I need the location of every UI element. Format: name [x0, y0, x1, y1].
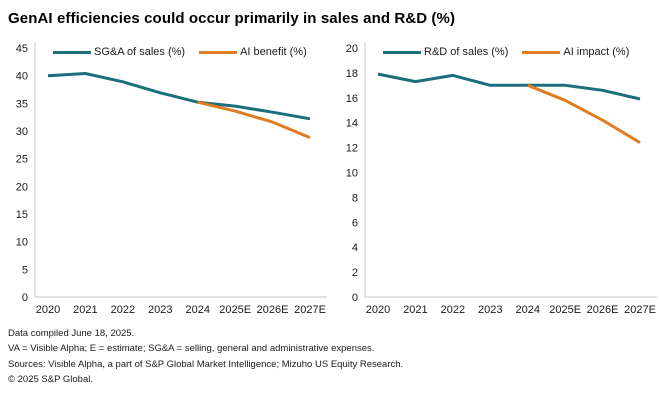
y-tick-label: 30 — [16, 126, 28, 138]
x-tick-label: 2025E — [549, 304, 581, 316]
y-tick-label: 6 — [352, 217, 358, 229]
x-tick-label: 2027E — [624, 304, 656, 316]
legend-item: AI benefit (%) — [199, 46, 307, 58]
y-tick-label: 16 — [346, 93, 358, 105]
y-tick-label: 10 — [346, 168, 358, 180]
x-tick-label: 2022 — [441, 304, 465, 316]
y-tick-label: 10 — [16, 237, 28, 249]
legend-swatch — [383, 50, 421, 54]
y-tick-label: 12 — [346, 143, 358, 155]
y-tick-label: 40 — [16, 71, 28, 83]
legend-swatch — [522, 50, 561, 54]
x-tick-label: 2020 — [36, 304, 60, 316]
sga-chart-plot: 0 5 10 15 20 25 30 35 40 45 2020 2021 2022 2023 2024 20… — [16, 43, 327, 316]
legend-label: R&D of sales (%) — [424, 46, 509, 58]
y-tick-label: 0 — [352, 292, 358, 304]
y-tick-label: 20 — [346, 43, 358, 55]
sga-chart-legend: SG&A of sales (%) AI benefit (%) — [53, 46, 307, 58]
footer-abbreviations: VA = Visible Alpha; E = estimate; SG&A =… — [8, 343, 375, 355]
series-line — [197, 100, 311, 139]
legend-label: AI benefit (%) — [240, 46, 307, 58]
footer-notes: Data compiled June 18, 2025. VA = Visibl… — [8, 326, 403, 388]
charts-row: 0 5 10 15 20 25 30 35 40 45 2020 2021 2022 2023 2024 20… — [0, 40, 660, 322]
series-line — [527, 83, 641, 144]
y-tick-label: 15 — [16, 209, 28, 221]
footer-copyright: © 2025 S&P Global. — [8, 374, 93, 386]
x-tick-label: 2026E — [587, 304, 619, 316]
y-tick-label: 2 — [352, 267, 358, 279]
series-line — [377, 72, 641, 101]
legend-label: AI impact (%) — [563, 46, 630, 58]
y-tick-label: 25 — [16, 154, 28, 166]
legend-label: SG&A of sales (%) — [94, 46, 186, 58]
y-tick-label: 35 — [16, 98, 28, 110]
legend-item: SG&A of sales (%) — [53, 46, 185, 58]
x-tick-label: 2027E — [294, 304, 326, 316]
y-tick-label: 5 — [22, 264, 28, 276]
y-tick-label: 0 — [22, 292, 28, 304]
x-tick-label: 2023 — [148, 304, 172, 316]
x-tick-label: 2026E — [257, 304, 289, 316]
legend-swatch — [199, 50, 238, 54]
x-tick-label: 2023 — [478, 304, 502, 316]
chart-title: GenAI efficiencies could occur primarily… — [8, 10, 456, 27]
rnd-chart: 0 2 4 6 8 10 12 14 16 18 20 2020 2021 2022 2023 2024 202… — [333, 40, 660, 322]
footer-sources: Sources: Visible Alpha, a part of S&P Gl… — [8, 358, 404, 370]
footer-compiled-date: Data compiled June 18, 2025. — [8, 328, 135, 339]
sga-chart: 0 5 10 15 20 25 30 35 40 45 2020 2021 2022 2023 2024 20… — [3, 40, 332, 322]
x-tick-label: 2021 — [403, 304, 427, 316]
y-tick-label: 4 — [352, 242, 358, 254]
legend-item: AI impact (%) — [522, 46, 629, 58]
x-tick-label: 2022 — [111, 304, 135, 316]
legend-swatch — [53, 50, 91, 54]
y-tick-label: 18 — [346, 68, 358, 80]
y-tick-label: 45 — [16, 43, 28, 55]
legend-item: R&D of sales (%) — [383, 46, 508, 58]
y-tick-label: 20 — [16, 181, 28, 193]
x-tick-label: 2020 — [366, 304, 390, 316]
y-tick-label: 14 — [346, 118, 358, 130]
x-tick-label: 2024 — [185, 304, 209, 316]
x-tick-label: 2025E — [219, 304, 251, 316]
rnd-chart-legend: R&D of sales (%) AI impact (%) — [383, 46, 629, 58]
x-tick-label: 2021 — [73, 304, 97, 316]
y-tick-label: 8 — [352, 192, 358, 204]
series-line — [47, 72, 311, 121]
x-tick-label: 2024 — [515, 304, 539, 316]
